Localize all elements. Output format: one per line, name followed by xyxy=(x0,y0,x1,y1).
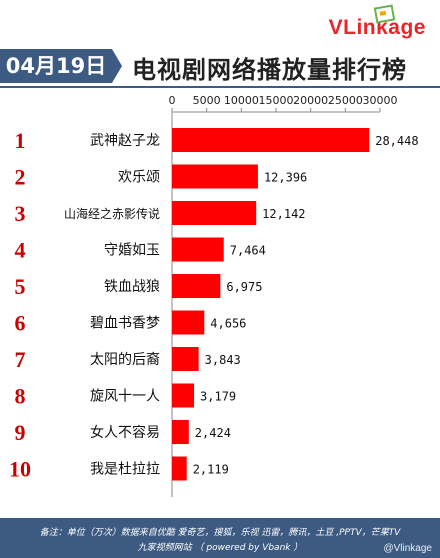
footer-note: 备注：单位（万次）数据来自优酷 爱奇艺，搜狐，乐视 迅雷，腾讯，土豆 ,PPTV… xyxy=(0,518,440,558)
x-tick-label: 15000 xyxy=(259,94,294,107)
rank-number: 6 xyxy=(15,311,26,336)
category-label: 太阳的后裔 xyxy=(90,351,160,368)
value-label: 28,448 xyxy=(375,134,418,148)
ranking-bar-chart: 0 5000 10000 15000 20000 25000 30000 1 武神赵子龙 28,4… xyxy=(9,94,419,497)
category-label: 女人不容易 xyxy=(90,424,160,441)
value-label: 4,656 xyxy=(210,317,246,331)
category-label: 碧血书香梦 xyxy=(90,316,160,332)
logo-text: VLinkage xyxy=(328,16,426,39)
chart-title: 电视剧网络播放量排行榜 xyxy=(132,56,407,84)
footer-line-1: 备注：单位（万次）数据来自优酷 爱奇艺，搜狐，乐视 迅雷，腾讯，土豆 ,PPTV… xyxy=(39,528,401,538)
title-divider xyxy=(0,86,440,88)
x-tick-label: 20000 xyxy=(293,94,328,107)
rank-number: 3 xyxy=(15,201,26,226)
category-label: 武神赵子龙 xyxy=(90,133,160,149)
rank-number: 8 xyxy=(15,384,26,409)
value-label: 6,975 xyxy=(226,280,262,294)
category-label: 旋风十一人 xyxy=(90,389,160,405)
bar xyxy=(172,456,187,481)
x-tick-label: 25000 xyxy=(328,94,363,107)
value-label: 3,843 xyxy=(205,353,241,367)
x-tick-label: 0 xyxy=(169,94,176,107)
category-label: 欢乐颂 xyxy=(118,170,160,186)
bar xyxy=(172,237,224,262)
x-tick-label: 5000 xyxy=(193,94,221,107)
watermark: @Vlinkage xyxy=(383,543,432,554)
bar xyxy=(172,383,195,408)
date-badge: 04月19日 xyxy=(0,49,122,83)
rank-number: 5 xyxy=(15,274,26,299)
bar xyxy=(172,347,199,371)
rank-number: 1 xyxy=(15,128,26,153)
value-label: 7,464 xyxy=(230,244,266,258)
bar xyxy=(172,420,189,444)
rank-number: 4 xyxy=(15,238,26,263)
value-label: 12,142 xyxy=(262,207,305,221)
category-label: 守婚如玉 xyxy=(104,243,160,259)
value-label: 12,396 xyxy=(264,171,307,185)
category-label: 山海经之赤影传说 xyxy=(64,206,160,221)
rank-number: 9 xyxy=(15,420,26,445)
bar xyxy=(172,310,205,335)
category-label: 我是杜拉拉 xyxy=(90,462,160,478)
bar xyxy=(172,201,257,225)
rank-number: 10 xyxy=(9,457,31,482)
bar xyxy=(172,274,221,298)
category-label: 铁血战狼 xyxy=(104,279,160,295)
x-tick-label: 10000 xyxy=(224,94,259,107)
vlinkage-logo: VLinkage xyxy=(328,4,426,40)
x-tick-label: 30000 xyxy=(363,94,398,107)
rank-number: 2 xyxy=(15,165,26,190)
rank-number: 7 xyxy=(15,347,26,372)
value-label: 3,179 xyxy=(200,390,236,404)
value-label: 2,119 xyxy=(193,463,229,477)
footer-line-2: 九家视频网站 （ powered by Vbank ） xyxy=(137,543,303,553)
value-label: 2,424 xyxy=(195,426,231,440)
logo-box-icon xyxy=(373,4,395,24)
bar xyxy=(172,164,258,189)
bar xyxy=(172,128,370,152)
